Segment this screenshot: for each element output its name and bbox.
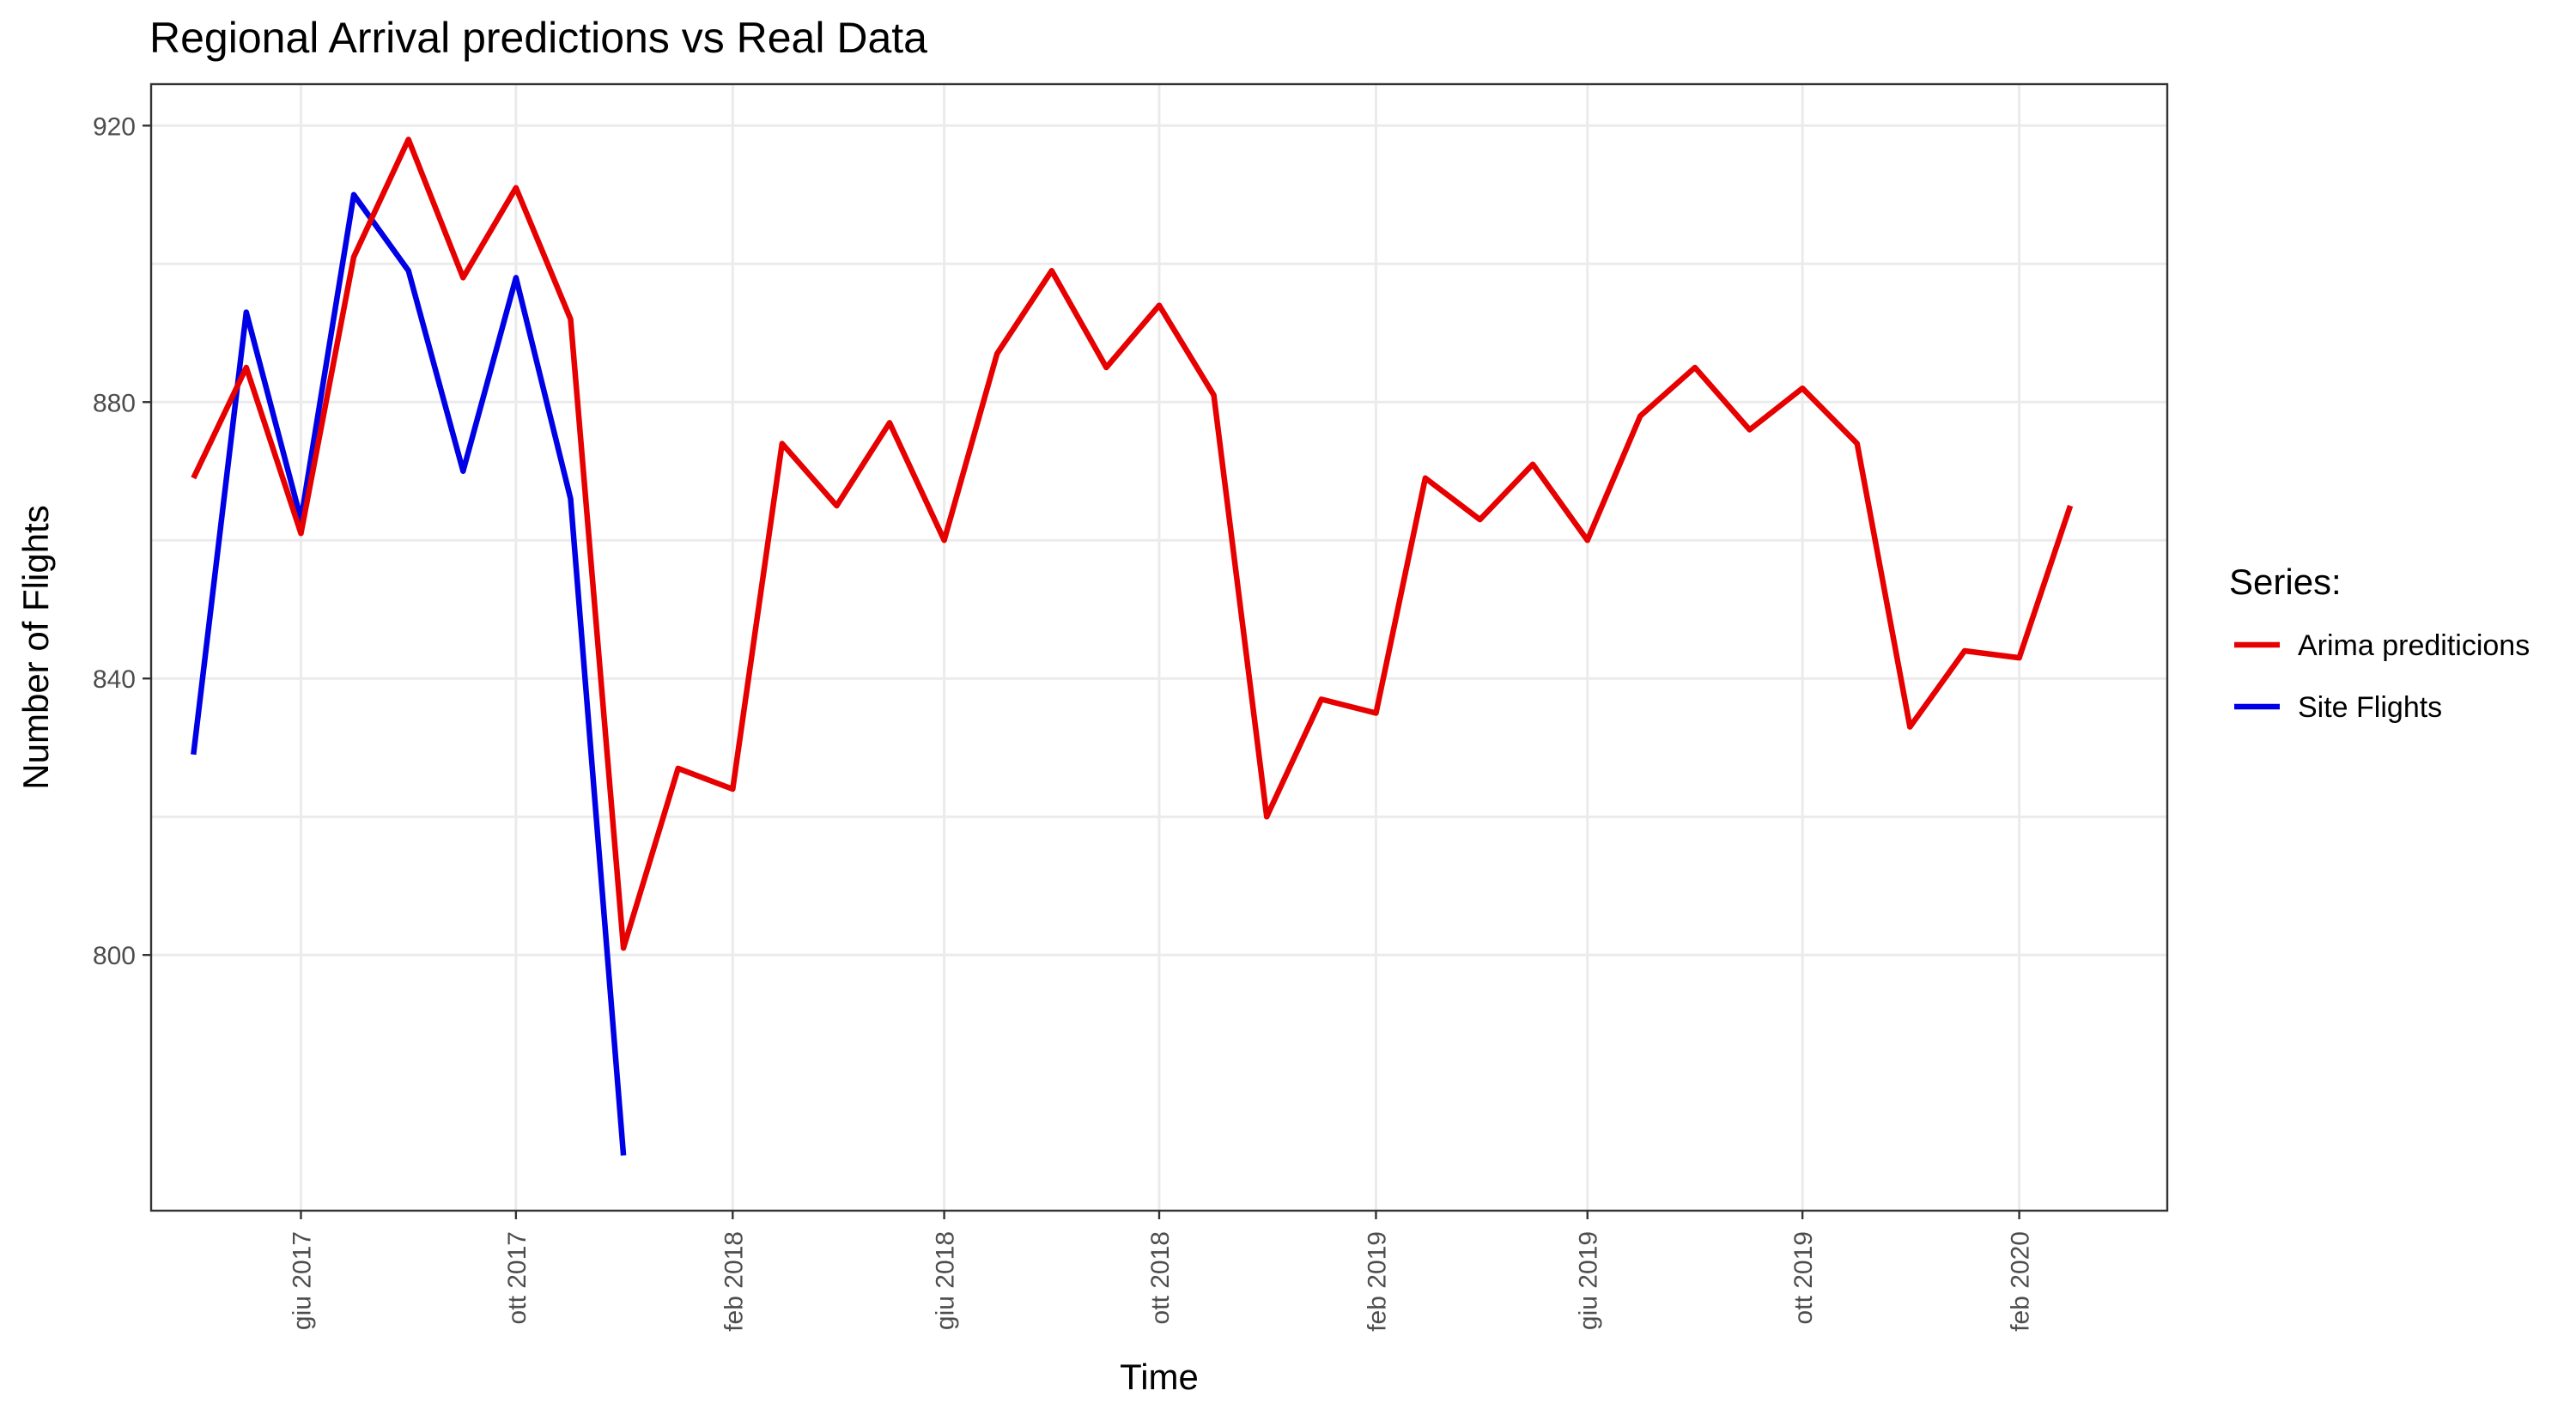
y-axis-title: Number of Flights [15,505,56,789]
chart-title: Regional Arrival predictions vs Real Dat… [149,14,927,62]
legend-label: Site Flights [2298,691,2442,724]
x-tick-label: ott 2017 [503,1231,532,1324]
x-tick-label: feb 2020 [2007,1231,2035,1332]
x-tick-label: giu 2019 [1575,1231,1603,1330]
legend: Series: Arima prediticions Site Flights [2229,562,2530,724]
legend-title: Series: [2229,562,2342,602]
x-tick-label: feb 2019 [1363,1231,1391,1332]
y-axis: 800 840 880 920 [93,112,151,970]
series-line-arima-prediticions [191,137,2074,951]
x-axis: giu 2017 ott 2017 feb 2018 giu 2018 ott 2018… [288,1211,2035,1332]
x-gridlines [299,84,2021,1211]
y-tick-label: 920 [93,112,136,141]
y-tick-label: 840 [93,665,136,694]
legend-label: Arima prediticions [2298,629,2530,662]
y-tick-label: 800 [93,942,136,970]
x-axis-title: Time [1120,1357,1199,1397]
x-tick-label: feb 2018 [720,1231,748,1332]
y-tick-label: 880 [93,389,136,417]
x-tick-label: ott 2019 [1789,1231,1818,1324]
x-tick-label: giu 2017 [288,1231,316,1330]
x-tick-label: ott 2018 [1146,1231,1175,1324]
series-lines [191,137,2074,1156]
series-line-site-flights [191,191,627,1156]
x-tick-label: giu 2018 [932,1231,960,1330]
